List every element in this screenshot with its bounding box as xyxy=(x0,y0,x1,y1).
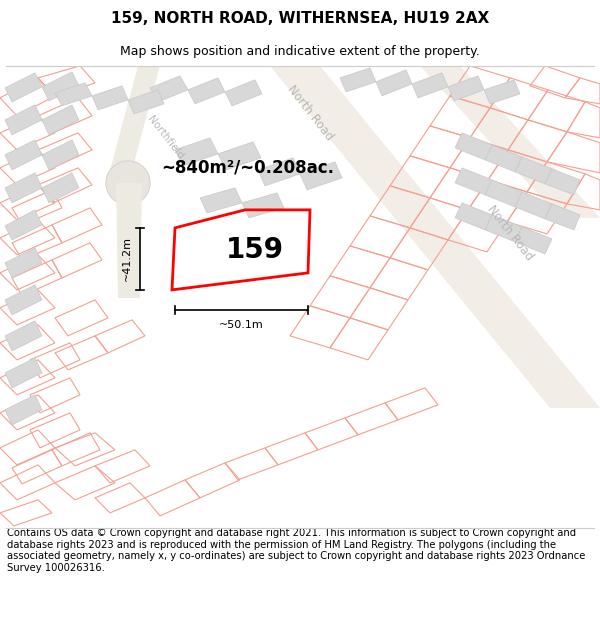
Polygon shape xyxy=(116,183,142,298)
Polygon shape xyxy=(420,66,600,218)
Polygon shape xyxy=(5,140,42,170)
Polygon shape xyxy=(175,138,218,166)
Polygon shape xyxy=(55,83,92,106)
Polygon shape xyxy=(270,66,600,408)
Polygon shape xyxy=(545,204,580,230)
Polygon shape xyxy=(515,157,552,184)
Polygon shape xyxy=(455,203,492,230)
Polygon shape xyxy=(42,105,79,135)
Circle shape xyxy=(106,161,150,205)
Polygon shape xyxy=(5,395,42,425)
Polygon shape xyxy=(300,162,342,190)
Polygon shape xyxy=(42,140,79,170)
Polygon shape xyxy=(485,180,522,207)
Polygon shape xyxy=(42,173,79,203)
Text: Contains OS data © Crown copyright and database right 2021. This information is : Contains OS data © Crown copyright and d… xyxy=(7,528,586,573)
Polygon shape xyxy=(5,285,42,315)
Polygon shape xyxy=(484,80,520,104)
Polygon shape xyxy=(218,142,261,170)
Polygon shape xyxy=(515,192,552,219)
Polygon shape xyxy=(5,73,42,102)
Polygon shape xyxy=(455,133,492,160)
Text: Map shows position and indicative extent of the property.: Map shows position and indicative extent… xyxy=(120,45,480,58)
Text: North Road: North Road xyxy=(284,82,335,143)
Polygon shape xyxy=(340,68,376,92)
Polygon shape xyxy=(5,248,42,278)
Text: ~41.2m: ~41.2m xyxy=(122,236,132,281)
Polygon shape xyxy=(108,66,160,178)
Text: Northfield: Northfield xyxy=(145,114,185,161)
Text: ~840m²/~0.208ac.: ~840m²/~0.208ac. xyxy=(161,159,335,177)
Polygon shape xyxy=(515,227,552,254)
Text: 159, NORTH ROAD, WITHERNSEA, HU19 2AX: 159, NORTH ROAD, WITHERNSEA, HU19 2AX xyxy=(111,11,489,26)
Polygon shape xyxy=(5,358,42,388)
Polygon shape xyxy=(258,158,300,186)
Polygon shape xyxy=(42,72,79,101)
Polygon shape xyxy=(92,86,128,110)
Polygon shape xyxy=(5,210,42,240)
Polygon shape xyxy=(455,168,492,195)
Text: 159: 159 xyxy=(226,236,284,264)
Polygon shape xyxy=(412,73,448,98)
Text: North Road: North Road xyxy=(484,202,536,263)
Polygon shape xyxy=(128,90,164,114)
Polygon shape xyxy=(485,145,522,172)
Polygon shape xyxy=(150,76,188,102)
Polygon shape xyxy=(5,321,42,351)
Polygon shape xyxy=(188,78,225,104)
Polygon shape xyxy=(5,173,42,203)
Polygon shape xyxy=(376,70,412,96)
Polygon shape xyxy=(545,169,580,195)
Polygon shape xyxy=(448,76,484,101)
Polygon shape xyxy=(5,105,42,135)
Polygon shape xyxy=(242,193,284,218)
Text: ~50.1m: ~50.1m xyxy=(219,320,264,330)
Polygon shape xyxy=(225,80,262,106)
Polygon shape xyxy=(200,188,242,213)
Polygon shape xyxy=(485,215,522,242)
